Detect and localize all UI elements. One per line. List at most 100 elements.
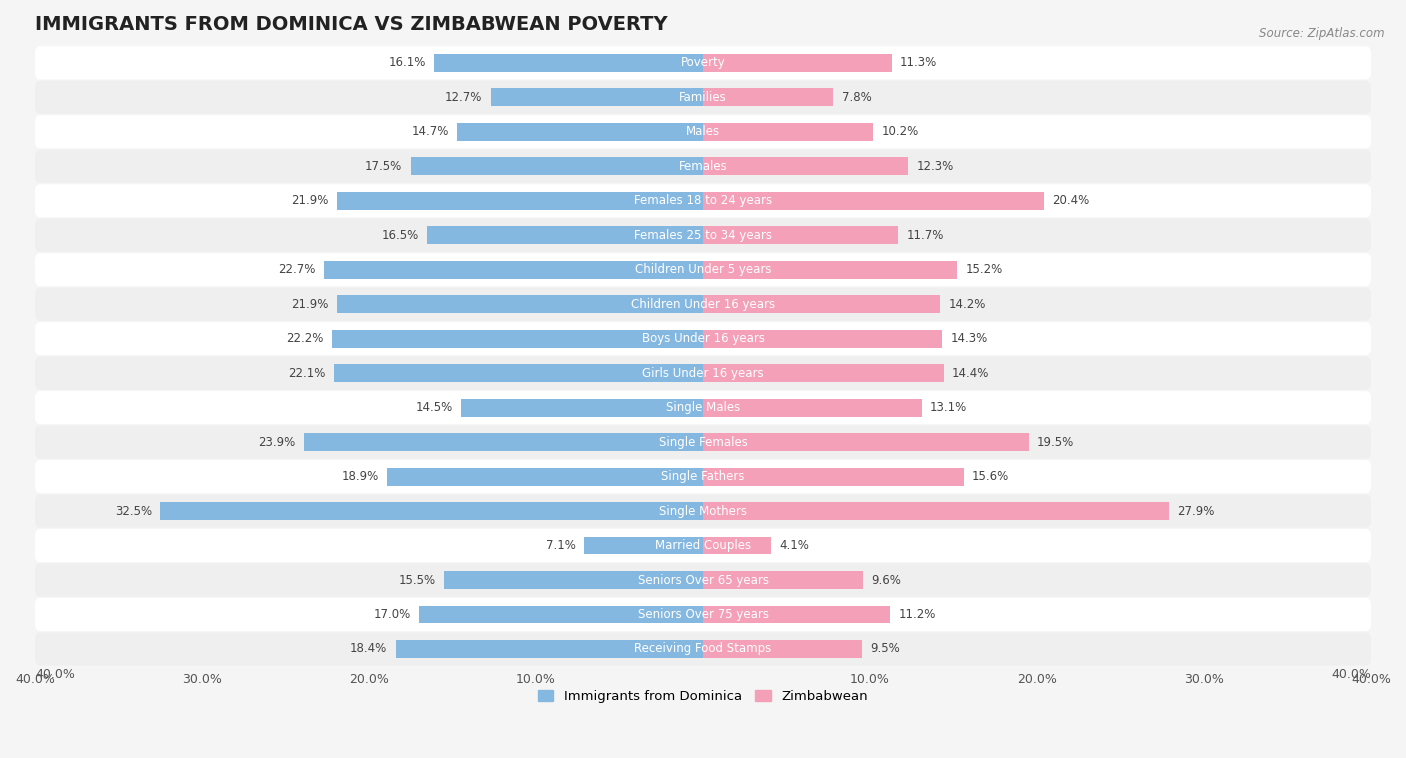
Text: 12.7%: 12.7% (446, 91, 482, 104)
Bar (160, 502, 703, 520)
Bar (703, 606, 890, 623)
Text: 9.6%: 9.6% (872, 574, 901, 587)
Text: 20.4%: 20.4% (1052, 194, 1090, 207)
Bar (427, 227, 703, 244)
Text: 27.9%: 27.9% (1177, 505, 1215, 518)
Text: Single Females: Single Females (658, 436, 748, 449)
Bar (703, 502, 1168, 520)
Text: Source: ZipAtlas.com: Source: ZipAtlas.com (1260, 27, 1385, 39)
Text: 17.5%: 17.5% (366, 160, 402, 173)
Text: 21.9%: 21.9% (291, 194, 329, 207)
Text: Males: Males (686, 125, 720, 138)
FancyBboxPatch shape (35, 322, 1371, 356)
Text: 14.5%: 14.5% (415, 401, 453, 414)
Text: Females 25 to 34 years: Females 25 to 34 years (634, 229, 772, 242)
FancyBboxPatch shape (35, 563, 1371, 597)
Text: 14.4%: 14.4% (952, 367, 990, 380)
Text: 16.5%: 16.5% (382, 229, 419, 242)
Bar (703, 330, 942, 348)
FancyBboxPatch shape (35, 115, 1371, 149)
Text: Girls Under 16 years: Girls Under 16 years (643, 367, 763, 380)
Bar (332, 330, 703, 348)
Text: 11.7%: 11.7% (907, 229, 945, 242)
Bar (703, 227, 898, 244)
Text: 4.1%: 4.1% (780, 539, 810, 552)
Bar (304, 433, 703, 451)
Bar (703, 399, 922, 417)
Bar (411, 158, 703, 175)
Bar (419, 606, 703, 623)
Bar (395, 640, 703, 658)
FancyBboxPatch shape (35, 253, 1371, 287)
FancyBboxPatch shape (35, 184, 1371, 218)
Text: Single Fathers: Single Fathers (661, 470, 745, 483)
Text: 18.9%: 18.9% (342, 470, 380, 483)
FancyBboxPatch shape (35, 287, 1371, 321)
Text: 11.2%: 11.2% (898, 608, 936, 621)
FancyBboxPatch shape (35, 460, 1371, 493)
FancyBboxPatch shape (35, 598, 1371, 631)
Text: 32.5%: 32.5% (115, 505, 152, 518)
Text: Single Mothers: Single Mothers (659, 505, 747, 518)
Text: Single Males: Single Males (666, 401, 740, 414)
Text: 7.8%: 7.8% (842, 91, 872, 104)
Bar (703, 158, 908, 175)
FancyBboxPatch shape (35, 219, 1371, 252)
Text: Children Under 5 years: Children Under 5 years (634, 263, 772, 276)
Text: 22.7%: 22.7% (278, 263, 315, 276)
Bar (703, 433, 1029, 451)
Text: Females 18 to 24 years: Females 18 to 24 years (634, 194, 772, 207)
FancyBboxPatch shape (35, 391, 1371, 424)
Text: 23.9%: 23.9% (259, 436, 295, 449)
Bar (703, 364, 943, 382)
Legend: Immigrants from Dominica, Zimbabwean: Immigrants from Dominica, Zimbabwean (533, 684, 873, 708)
Bar (457, 123, 703, 141)
Bar (444, 571, 703, 589)
FancyBboxPatch shape (35, 632, 1371, 666)
Text: 12.3%: 12.3% (917, 160, 955, 173)
FancyBboxPatch shape (35, 494, 1371, 528)
Text: 19.5%: 19.5% (1038, 436, 1074, 449)
Text: 14.2%: 14.2% (949, 298, 986, 311)
Text: 40.0%: 40.0% (35, 668, 75, 681)
Text: 21.9%: 21.9% (291, 298, 329, 311)
Text: Poverty: Poverty (681, 56, 725, 69)
FancyBboxPatch shape (35, 81, 1371, 114)
Text: 15.6%: 15.6% (972, 470, 1010, 483)
Text: 17.0%: 17.0% (374, 608, 411, 621)
Text: Boys Under 16 years: Boys Under 16 years (641, 332, 765, 345)
Text: 15.5%: 15.5% (399, 574, 436, 587)
Bar (323, 261, 703, 279)
Bar (703, 468, 963, 486)
Text: 22.2%: 22.2% (287, 332, 323, 345)
Text: Females: Females (679, 160, 727, 173)
Text: 9.5%: 9.5% (870, 643, 900, 656)
Bar (703, 640, 862, 658)
Bar (337, 192, 703, 210)
Text: 16.1%: 16.1% (388, 56, 426, 69)
Text: Married Couples: Married Couples (655, 539, 751, 552)
Bar (703, 571, 863, 589)
Bar (387, 468, 703, 486)
Bar (703, 261, 957, 279)
Bar (461, 399, 703, 417)
FancyBboxPatch shape (35, 150, 1371, 183)
Text: Children Under 16 years: Children Under 16 years (631, 298, 775, 311)
Text: 22.1%: 22.1% (288, 367, 326, 380)
Text: 14.7%: 14.7% (412, 125, 449, 138)
Text: 11.3%: 11.3% (900, 56, 938, 69)
Bar (337, 295, 703, 313)
Text: Seniors Over 75 years: Seniors Over 75 years (637, 608, 769, 621)
FancyBboxPatch shape (35, 529, 1371, 562)
Text: 40.0%: 40.0% (1331, 668, 1371, 681)
Bar (333, 364, 703, 382)
Text: 10.2%: 10.2% (882, 125, 920, 138)
Bar (703, 192, 1043, 210)
Text: Families: Families (679, 91, 727, 104)
Bar (703, 537, 772, 555)
Text: Seniors Over 65 years: Seniors Over 65 years (637, 574, 769, 587)
Text: 14.3%: 14.3% (950, 332, 987, 345)
Text: 18.4%: 18.4% (350, 643, 387, 656)
Bar (434, 54, 703, 72)
Text: IMMIGRANTS FROM DOMINICA VS ZIMBABWEAN POVERTY: IMMIGRANTS FROM DOMINICA VS ZIMBABWEAN P… (35, 15, 668, 34)
